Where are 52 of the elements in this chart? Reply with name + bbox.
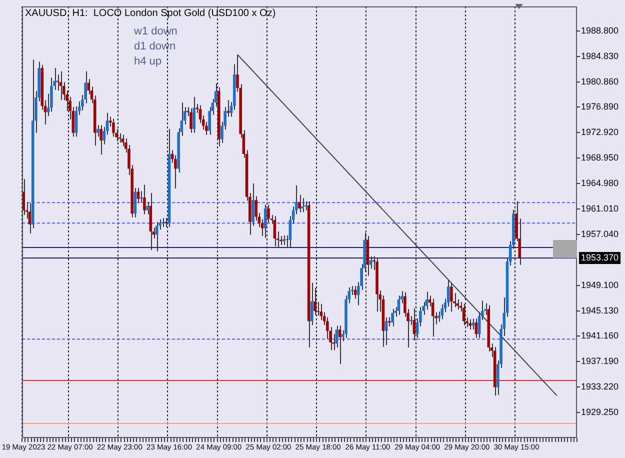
candlestick — [112, 118, 115, 138]
annotation: d1 down — [134, 40, 176, 52]
candlestick — [286, 234, 288, 249]
y-tick-label: 1949.100 — [581, 280, 619, 290]
y-tick-label: 1957.040 — [581, 228, 619, 239]
candlestick — [121, 134, 124, 147]
candlestick — [143, 184, 146, 215]
y-tick-label: 1972.920 — [581, 127, 619, 138]
annotation: w1 down — [133, 25, 178, 38]
ref-line-label: 1953.370 — [581, 252, 619, 262]
candlestick — [155, 221, 158, 252]
candlestick — [267, 204, 270, 224]
candlestick — [450, 282, 453, 312]
y-tick-label: 1941.160 — [581, 330, 619, 341]
y-tick-label: 1929.250 — [581, 407, 619, 418]
candlestick — [59, 70, 62, 101]
y-tick-label: 1980.860 — [581, 76, 619, 86]
candlestick — [252, 182, 254, 226]
candlestick — [472, 318, 475, 330]
candlestick — [226, 100, 230, 118]
candlestick — [192, 96, 196, 134]
y-tick-label: 1964.980 — [581, 178, 619, 188]
candlestick — [310, 282, 314, 326]
y-tick-label: 1937.190 — [581, 356, 619, 366]
candlestick — [391, 308, 394, 327]
candlestick — [384, 316, 388, 346]
candlestick — [264, 204, 267, 238]
candlestick — [369, 256, 372, 270]
candlestick — [190, 108, 192, 134]
candlestick — [100, 124, 102, 156]
candlestick — [146, 202, 149, 215]
chart-title: XAUUSD, H1: LOCO London Spot Gold (USD100 x Oz) — [25, 8, 276, 20]
candlestick — [140, 190, 143, 204]
candlestick — [208, 106, 211, 136]
candlestick — [28, 202, 32, 234]
candlestick — [282, 234, 286, 246]
y-tick-label: 1984.830 — [581, 50, 619, 61]
y-tick-label: 1933.220 — [581, 382, 619, 392]
candlestick — [301, 198, 304, 213]
candlestick — [50, 77, 53, 112]
candlestick — [431, 298, 434, 338]
y-tick-label: 1961.010 — [581, 203, 619, 214]
y-tick-label: 1988.800 — [581, 25, 619, 36]
candlestick — [326, 316, 329, 340]
annotation: h4 up — [134, 55, 162, 68]
y-tick-label: 1968.950 — [581, 152, 619, 163]
candlestick — [314, 287, 316, 316]
y-tick-label: 1976.890 — [581, 102, 619, 112]
candlestick — [468, 318, 472, 330]
candlestick — [96, 124, 100, 138]
candlestick — [298, 194, 301, 213]
y-tick-label: 1945.130 — [581, 305, 619, 316]
